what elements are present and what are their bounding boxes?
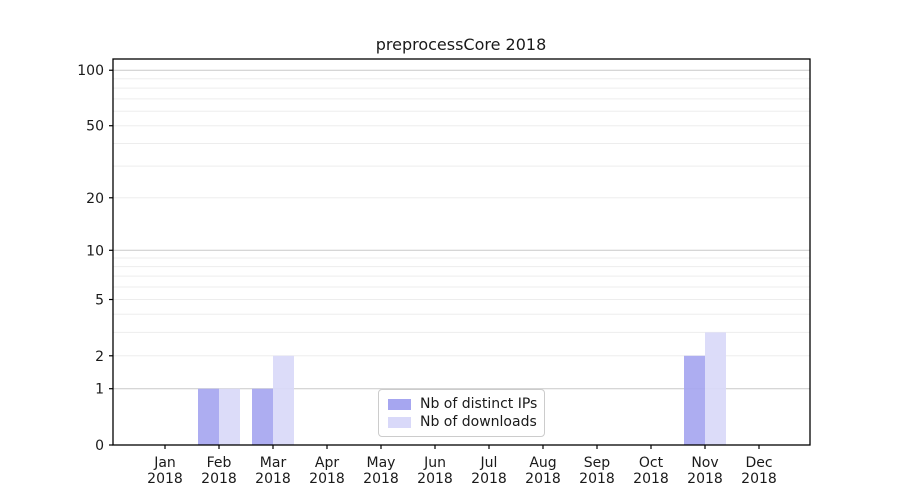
bar-feb-distinct-ips: [198, 388, 219, 445]
x-tick-label-year: 2018: [363, 471, 399, 487]
legend-swatch-downloads: [388, 416, 411, 428]
legend-item-downloads: Nb of downloads: [388, 414, 537, 430]
x-tick-label-month: Jan: [153, 455, 176, 471]
y-tick-label: 1: [95, 382, 104, 398]
x-tick-label-month: Feb: [207, 455, 232, 471]
x-tick-label-month: Dec: [745, 455, 772, 471]
x-tick-label-year: 2018: [741, 471, 777, 487]
legend-label-distinct-ips: Nb of distinct IPs: [420, 396, 538, 412]
x-tick-label-month: Nov: [691, 455, 718, 471]
x-tick-label-month: Apr: [315, 455, 339, 471]
y-tick-label: 20: [86, 191, 104, 207]
bar-nov-distinct-ips: [684, 355, 705, 445]
y-tick-label: 10: [86, 243, 104, 259]
x-tick-label-month: May: [367, 455, 396, 471]
x-tick-label-year: 2018: [633, 471, 669, 487]
x-tick-label-month: Mar: [260, 455, 287, 471]
x-tick-label-year: 2018: [255, 471, 291, 487]
y-tick-label: 5: [95, 293, 104, 309]
bar-feb-downloads: [219, 388, 240, 445]
x-tick-label-month: Aug: [529, 455, 556, 471]
x-tick-label-year: 2018: [201, 471, 237, 487]
x-tick-label-month: Jul: [480, 455, 498, 471]
y-tick-label: 2: [95, 349, 104, 365]
x-tick-label-month: Jun: [423, 455, 446, 471]
x-tick-label-year: 2018: [687, 471, 723, 487]
bar-nov-downloads: [705, 332, 726, 445]
x-tick-label-year: 2018: [471, 471, 507, 487]
bar-mar-distinct-ips: [252, 388, 273, 445]
x-tick-label-year: 2018: [579, 471, 615, 487]
legend-item-distinct-ips: Nb of distinct IPs: [388, 396, 538, 412]
chart-title: preprocessCore 2018: [376, 35, 547, 54]
y-tick-label: 50: [86, 119, 104, 135]
x-tick-label-year: 2018: [417, 471, 453, 487]
legend-swatch-distinct-ips: [388, 398, 411, 410]
y-tick-label: 100: [77, 63, 104, 79]
y-tick-label: 0: [95, 438, 104, 454]
x-tick-label-year: 2018: [147, 471, 183, 487]
x-tick-label-month: Sep: [584, 455, 611, 471]
plot-border: [112, 58, 811, 446]
x-tick-label-month: Oct: [639, 455, 664, 471]
legend: Nb of distinct IPs Nb of downloads: [378, 389, 545, 437]
x-tick-label-year: 2018: [525, 471, 561, 487]
bar-mar-downloads: [273, 355, 294, 445]
legend-label-downloads: Nb of downloads: [420, 414, 537, 430]
x-tick-label-year: 2018: [309, 471, 345, 487]
